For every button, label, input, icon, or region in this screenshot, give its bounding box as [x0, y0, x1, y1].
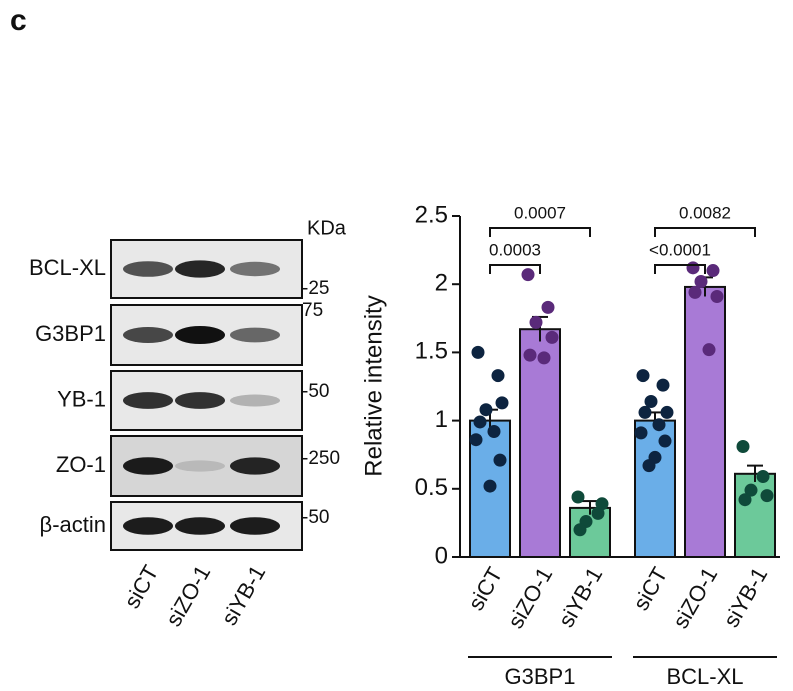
- x-tick-label: siZO-1: [668, 563, 723, 633]
- marker-label: -25: [302, 278, 329, 299]
- x-tick-label: siCT: [463, 563, 507, 615]
- data-point: [529, 315, 543, 329]
- blot-band: [175, 460, 225, 472]
- significance-bracket: [489, 264, 541, 274]
- lane-label: siZO-1: [161, 561, 216, 631]
- data-point: [694, 274, 708, 288]
- p-value: <0.0001: [649, 240, 711, 259]
- data-point: [545, 330, 559, 344]
- data-point: [541, 300, 555, 314]
- data-point: [473, 415, 487, 429]
- blot-band: [123, 517, 173, 535]
- blot-band: [230, 327, 280, 343]
- p-value: 0.0082: [679, 203, 731, 222]
- data-point: [744, 483, 758, 497]
- data-point: [491, 369, 505, 383]
- x-tick-label: siYB-1: [553, 563, 607, 632]
- data-point: [471, 345, 485, 359]
- blot-band: [175, 260, 225, 278]
- blot-band: [123, 457, 173, 475]
- data-point: [642, 459, 656, 473]
- band-label: BCL-XL: [29, 255, 106, 280]
- data-point: [634, 426, 648, 440]
- lane-label: siCT: [119, 561, 163, 613]
- significance-bracket: [489, 227, 591, 237]
- data-point: [736, 440, 750, 454]
- band-label: β-actin: [40, 512, 106, 537]
- group-label: G3BP1: [505, 664, 576, 689]
- lane-label: siYB-1: [216, 561, 270, 630]
- data-point: [686, 261, 700, 275]
- y-tick-label: 2.5: [415, 201, 448, 228]
- group-label: BCL-XL: [666, 664, 743, 689]
- blot-band: [123, 261, 173, 277]
- unit-label: KDa: [307, 217, 347, 239]
- x-tick-label: siYB-1: [718, 563, 772, 632]
- marker-label: -50: [302, 381, 329, 402]
- data-point: [688, 285, 702, 299]
- data-point: [523, 348, 537, 362]
- p-value: 0.0007: [514, 203, 566, 222]
- data-point: [638, 405, 652, 419]
- data-point: [495, 396, 509, 410]
- blot-band: [123, 392, 173, 409]
- data-point: [595, 497, 609, 511]
- data-point: [760, 489, 774, 503]
- data-point: [652, 418, 666, 432]
- blot-band: [175, 326, 225, 344]
- band-label: YB-1: [57, 386, 106, 411]
- data-point: [706, 264, 720, 278]
- data-point: [493, 453, 507, 467]
- band-label: ZO-1: [56, 452, 106, 477]
- data-point: [521, 268, 535, 282]
- data-point: [658, 434, 672, 448]
- panel-label: c: [10, 4, 27, 37]
- blot-band: [230, 394, 280, 407]
- blot-band: [175, 517, 225, 535]
- data-point: [469, 433, 483, 447]
- data-point: [483, 479, 497, 493]
- blot-band: [175, 392, 225, 409]
- y-tick-label: 0.5: [415, 474, 448, 501]
- data-point: [479, 403, 493, 417]
- y-tick-label: 1: [435, 406, 448, 433]
- blot-band: [230, 261, 280, 277]
- data-point: [537, 351, 551, 365]
- band-label: G3BP1: [35, 321, 106, 346]
- data-point: [644, 395, 658, 409]
- data-point: [710, 289, 724, 303]
- marker-label: 75: [302, 300, 323, 321]
- data-point: [738, 493, 752, 507]
- x-tick-label: siZO-1: [503, 563, 558, 633]
- data-point: [660, 405, 674, 419]
- bar: [684, 285, 726, 558]
- data-point: [571, 490, 585, 504]
- blot-band: [123, 327, 173, 343]
- y-tick-label: 0: [435, 542, 448, 569]
- y-tick-label: 1.5: [415, 338, 448, 365]
- data-point: [656, 378, 670, 392]
- bar: [519, 328, 561, 558]
- x-tick-label: siCT: [628, 563, 672, 615]
- data-point: [487, 425, 501, 439]
- data-point: [573, 523, 587, 537]
- blot-band: [230, 517, 280, 535]
- significance-bracket: [654, 264, 706, 274]
- marker-label: -250: [302, 448, 340, 469]
- significance-bracket: [654, 227, 756, 237]
- data-point: [636, 369, 650, 383]
- data-point: [756, 470, 770, 484]
- y-axis-label: Relative intensity: [360, 295, 387, 476]
- blot-band: [230, 457, 280, 475]
- y-tick-label: 2: [435, 270, 448, 297]
- data-point: [702, 343, 716, 357]
- marker-label: -50: [302, 507, 329, 528]
- p-value: 0.0003: [489, 240, 541, 259]
